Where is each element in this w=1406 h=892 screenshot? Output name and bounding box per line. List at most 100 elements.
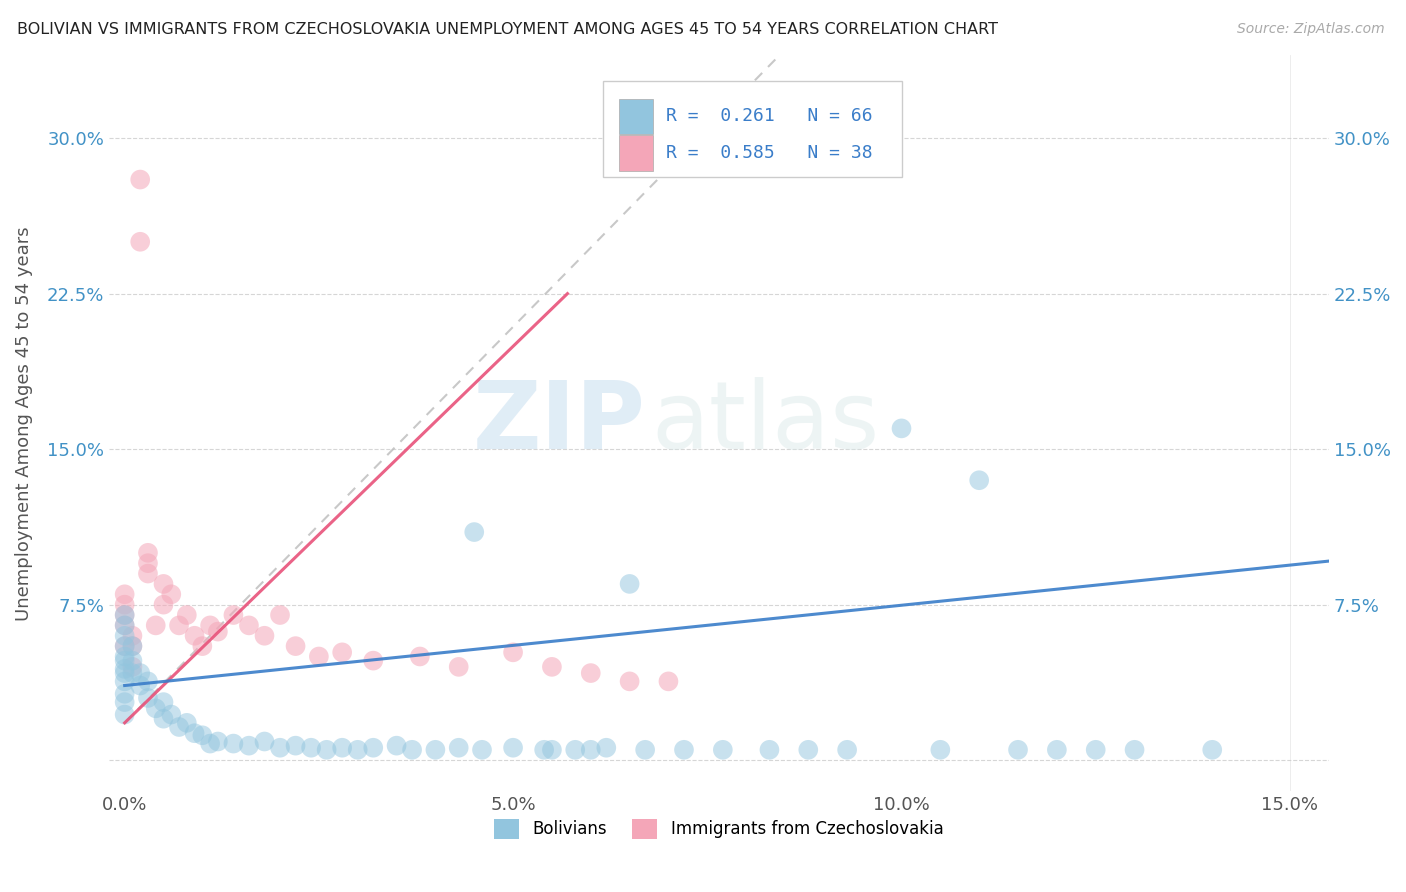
Point — [541, 743, 564, 757]
Point — [167, 720, 190, 734]
Point — [425, 743, 447, 757]
Point — [114, 674, 136, 689]
Point — [929, 743, 952, 757]
Point — [145, 618, 167, 632]
Point — [502, 740, 524, 755]
Point — [114, 639, 136, 653]
Point — [152, 577, 174, 591]
Point — [136, 566, 159, 581]
Text: R =  0.261   N = 66: R = 0.261 N = 66 — [666, 107, 873, 125]
Point — [269, 740, 291, 755]
Point — [1123, 743, 1146, 757]
Point — [315, 743, 337, 757]
Point — [471, 743, 494, 757]
Point — [238, 618, 260, 632]
Point — [145, 701, 167, 715]
Point — [114, 639, 136, 653]
Point — [1007, 743, 1029, 757]
Point — [1201, 743, 1223, 757]
Point — [595, 740, 617, 755]
Point — [579, 743, 602, 757]
Point — [447, 740, 470, 755]
Point — [447, 660, 470, 674]
Point — [385, 739, 408, 753]
Point — [1084, 743, 1107, 757]
Point — [114, 607, 136, 622]
Point — [564, 743, 586, 757]
Point — [152, 712, 174, 726]
Point — [253, 629, 276, 643]
Bar — [619, 136, 652, 170]
Point — [191, 639, 214, 653]
FancyBboxPatch shape — [603, 81, 901, 177]
Point — [183, 629, 205, 643]
Point — [114, 607, 136, 622]
Point — [330, 740, 353, 755]
Point — [308, 649, 330, 664]
Point — [401, 743, 423, 757]
Point — [121, 666, 143, 681]
Point — [152, 695, 174, 709]
Point — [361, 740, 384, 755]
Text: atlas: atlas — [652, 377, 880, 469]
Point — [121, 660, 143, 674]
Point — [114, 618, 136, 632]
Point — [541, 660, 564, 674]
Point — [129, 679, 152, 693]
Text: Source: ZipAtlas.com: Source: ZipAtlas.com — [1237, 22, 1385, 37]
Point — [657, 674, 679, 689]
Point — [136, 556, 159, 570]
Point — [114, 618, 136, 632]
Point — [253, 734, 276, 748]
Point — [114, 587, 136, 601]
Point — [967, 473, 990, 487]
Point — [463, 524, 485, 539]
Point — [797, 743, 820, 757]
Point — [1046, 743, 1069, 757]
Point — [330, 645, 353, 659]
Point — [346, 743, 368, 757]
Point — [207, 624, 229, 639]
Point — [579, 666, 602, 681]
Point — [121, 629, 143, 643]
Point — [198, 618, 221, 632]
Point — [152, 598, 174, 612]
Point — [114, 654, 136, 668]
Point — [114, 695, 136, 709]
Point — [361, 654, 384, 668]
Point — [136, 690, 159, 705]
Point — [207, 734, 229, 748]
Point — [129, 666, 152, 681]
Point — [299, 740, 322, 755]
Point — [672, 743, 695, 757]
Point — [238, 739, 260, 753]
Point — [121, 639, 143, 653]
Point — [121, 654, 143, 668]
Point — [167, 618, 190, 632]
Point — [114, 629, 136, 643]
Point — [284, 739, 307, 753]
Point — [198, 737, 221, 751]
Y-axis label: Unemployment Among Ages 45 to 54 years: Unemployment Among Ages 45 to 54 years — [15, 226, 32, 621]
Point — [114, 662, 136, 676]
Point — [121, 639, 143, 653]
Point — [160, 707, 183, 722]
Point — [160, 587, 183, 601]
Point — [284, 639, 307, 653]
Point — [502, 645, 524, 659]
Point — [176, 715, 198, 730]
Point — [409, 649, 432, 664]
Point — [837, 743, 859, 757]
Point — [191, 728, 214, 742]
Point — [711, 743, 734, 757]
Point — [114, 687, 136, 701]
Point — [619, 674, 641, 689]
Text: BOLIVIAN VS IMMIGRANTS FROM CZECHOSLOVAKIA UNEMPLOYMENT AMONG AGES 45 TO 54 YEAR: BOLIVIAN VS IMMIGRANTS FROM CZECHOSLOVAK… — [17, 22, 998, 37]
Point — [758, 743, 780, 757]
Point — [114, 649, 136, 664]
Point — [619, 577, 641, 591]
Point — [183, 726, 205, 740]
Point — [634, 743, 657, 757]
Point — [533, 743, 555, 757]
Point — [129, 235, 152, 249]
